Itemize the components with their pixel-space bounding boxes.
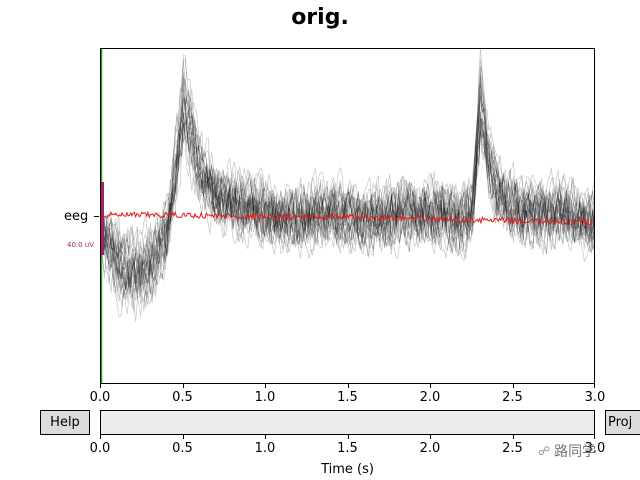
x-tick-mark [265,435,266,439]
epoch-trace [101,103,594,292]
epoch-trace [101,58,594,309]
scale-bar [101,182,104,255]
x-axis-ticks-bottom: 0.0 0.5 1.0 1.5 2.0 2.5 3.0 [90,435,605,456]
x-tick-mark [182,384,184,388]
epoch-trace [101,75,594,317]
epoch-trace [101,78,594,299]
x-tick-label: 0.5 [172,390,193,405]
x-tick-mark [182,435,184,439]
epoch-trace [101,119,594,292]
x-tick-mark [512,384,514,388]
epoch-trace [101,108,594,275]
epoch-trace [101,120,594,289]
x-tick-label: 0.0 [89,441,111,456]
x-tick-mark [347,435,349,439]
epoch-trace [101,120,594,299]
x-tick-label: 1.0 [254,441,276,456]
epoch-trace [101,116,594,258]
epoch-trace [101,65,594,285]
watermark: ☍ 路同学 [538,441,596,461]
help-button[interactable]: Help [40,410,90,435]
x-tick-label: 1.5 [337,441,358,456]
epoch-trace [101,97,594,280]
x-tick-label: 2.5 [502,390,523,405]
epoch-trace [101,71,594,295]
x-tick-label: 0.0 [89,390,111,405]
channel-tick [94,216,99,217]
x-tick-mark [512,435,514,439]
x-tick-label: 2.0 [419,441,441,456]
epoch-trace [101,111,594,283]
epoch-trace [101,99,594,285]
epoch-trace [101,94,594,286]
x-tick-mark [430,435,431,439]
epochs-plot-area[interactable] [100,48,595,384]
x-tick-label: 1.5 [337,390,358,405]
x-axis-title: Time (s) [321,462,374,477]
x-tick-mark [594,435,595,439]
watermark-text: 路同学 [554,444,597,460]
epoch-trace [101,113,594,284]
epoch-trace [101,102,594,295]
x-tick-mark [430,384,431,388]
epoch-trace [101,77,594,313]
time-scrollbar[interactable] [100,410,595,435]
mean-trace [101,210,594,227]
epoch-trace [101,68,594,322]
x-tick-mark [100,384,101,388]
x-tick-label: 1.0 [254,390,276,405]
epoch-trace [101,59,594,292]
scale-bar-label: 40.0 uV [67,241,95,249]
x-tick-label: 2.5 [502,441,523,456]
x-tick-label: 0.5 [172,441,193,456]
chat-bubble-icon: ☍ [538,444,551,458]
x-tick-mark [100,435,101,439]
epochs-plot-svg [101,49,594,383]
page-title: orig. [291,5,349,30]
channel-label[interactable]: eeg [64,209,89,224]
epoch-trace [101,131,594,284]
x-tick-label: 2.0 [419,390,441,405]
x-tick-mark [594,384,595,388]
x-tick-label: 3.0 [584,441,606,456]
epoch-trace [101,85,594,308]
epoch-traces [101,49,594,322]
x-tick-mark [347,384,349,388]
x-axis-ticks-top: 0.0 0.5 1.0 1.5 2.0 2.5 3.0 [90,384,605,405]
epoch-trace [101,92,594,300]
epoch-trace [101,95,594,295]
epoch-trace [101,112,594,279]
x-tick-label: 3.0 [584,390,606,405]
epoch-trace [101,105,594,286]
epoch-trace [101,49,594,302]
x-tick-mark [265,384,266,388]
proj-button[interactable]: Proj [605,410,640,435]
